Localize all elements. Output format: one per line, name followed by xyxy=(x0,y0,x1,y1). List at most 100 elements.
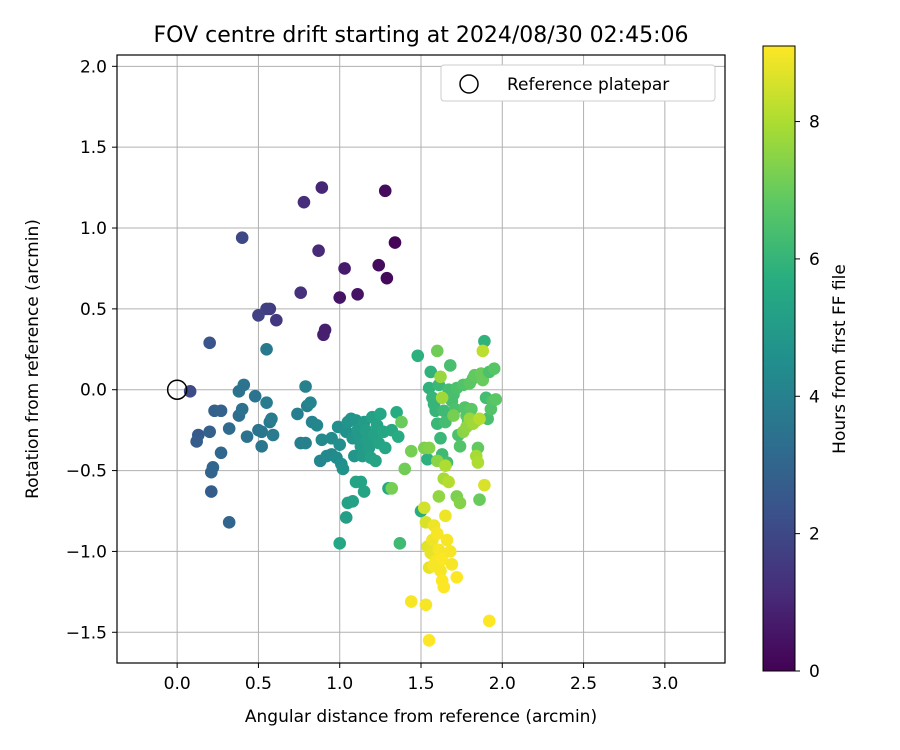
x-tick-label: 0.5 xyxy=(245,674,272,694)
data-point xyxy=(380,271,394,285)
y-tick-label: 0.5 xyxy=(80,300,107,320)
data-point xyxy=(204,485,218,498)
data-point xyxy=(404,595,418,608)
data-point xyxy=(333,537,347,550)
data-point xyxy=(390,406,403,419)
data-point xyxy=(374,407,387,421)
data-point xyxy=(315,433,329,447)
y-tick-label: −1.5 xyxy=(66,623,107,643)
y-axis-ticks: −1.5 −1.0 −0.5 0.0 0.5 1.0 1.5 2.0 xyxy=(66,57,117,643)
x-tick-label: 1.5 xyxy=(407,674,434,694)
data-point xyxy=(473,493,486,506)
data-point xyxy=(339,511,353,524)
data-point xyxy=(237,378,251,392)
data-point xyxy=(346,494,360,508)
data-point xyxy=(351,288,364,301)
data-point xyxy=(422,634,436,647)
data-point xyxy=(437,404,451,418)
data-point xyxy=(393,537,407,550)
data-point xyxy=(443,359,457,372)
data-point xyxy=(369,454,382,468)
data-point xyxy=(471,456,485,469)
data-point xyxy=(222,516,236,529)
data-point xyxy=(270,313,283,327)
data-point xyxy=(439,509,452,523)
data-point xyxy=(398,462,412,476)
data-point xyxy=(235,402,249,416)
data-point xyxy=(476,344,490,358)
data-point xyxy=(385,482,399,495)
data-point xyxy=(478,478,491,492)
x-tick-label: 1.0 xyxy=(326,674,353,694)
data-point xyxy=(489,393,503,406)
data-point xyxy=(255,425,268,439)
data-point xyxy=(354,475,368,489)
data-point xyxy=(291,407,304,421)
data-point xyxy=(424,365,438,379)
data-points xyxy=(183,181,503,647)
data-point xyxy=(255,440,268,453)
y-tick-label: 0.0 xyxy=(80,381,107,401)
y-tick-label: 1.5 xyxy=(80,138,107,158)
data-point xyxy=(432,490,446,503)
data-point xyxy=(447,409,460,422)
data-point xyxy=(427,559,441,573)
data-point xyxy=(203,425,216,439)
data-point xyxy=(299,380,312,393)
data-point xyxy=(432,543,446,557)
data-point xyxy=(430,527,444,540)
y-tick-label: −1.0 xyxy=(66,542,107,562)
data-point xyxy=(304,396,317,409)
data-point xyxy=(434,431,447,445)
data-point xyxy=(260,342,273,356)
chart-title: FOV centre drift starting at 2024/08/30 … xyxy=(154,23,689,48)
data-point xyxy=(235,231,249,245)
reference-marker xyxy=(166,379,188,400)
data-point xyxy=(422,381,436,395)
colorbar-tick-label: 2 xyxy=(809,525,820,545)
colorbar-tick-label: 8 xyxy=(809,113,820,133)
data-point xyxy=(299,436,312,450)
data-point xyxy=(478,334,491,348)
colorbar-tick-label: 4 xyxy=(809,387,820,407)
data-point xyxy=(240,430,254,443)
data-point xyxy=(435,574,449,587)
colorbar: 0 2 4 6 8 Hours from first FF file xyxy=(762,45,850,682)
data-point xyxy=(294,286,308,300)
data-point xyxy=(445,558,459,571)
grid-lines xyxy=(117,55,725,663)
data-point xyxy=(204,465,218,479)
y-axis-label: Rotation from reference (arcmin) xyxy=(23,219,43,499)
x-tick-label: 3.0 xyxy=(651,674,678,694)
data-point xyxy=(391,430,405,443)
x-axis-label: Angular distance from reference (arcmin) xyxy=(245,707,597,727)
colorbar-tick-label: 0 xyxy=(809,662,820,682)
data-point xyxy=(315,181,329,194)
data-point xyxy=(372,258,386,272)
data-point xyxy=(214,446,228,460)
data-point xyxy=(442,475,455,489)
data-point xyxy=(453,496,467,510)
data-point xyxy=(440,533,454,547)
colorbar-label: Hours from first FF file xyxy=(830,264,850,454)
data-point xyxy=(482,614,496,628)
data-point xyxy=(417,501,431,515)
x-tick-label: 2.5 xyxy=(570,674,597,694)
data-point xyxy=(336,462,350,476)
data-point xyxy=(419,598,433,612)
data-point xyxy=(411,349,425,363)
data-point xyxy=(404,444,418,458)
data-point xyxy=(378,184,392,198)
data-point xyxy=(378,441,392,455)
data-point xyxy=(310,418,324,432)
data-point xyxy=(248,389,262,403)
data-point xyxy=(190,435,203,448)
data-point xyxy=(357,485,371,498)
data-point xyxy=(422,441,436,455)
data-point xyxy=(214,404,228,418)
data-point xyxy=(453,440,467,453)
data-point xyxy=(362,441,376,455)
data-point xyxy=(222,422,236,435)
data-point xyxy=(266,428,280,442)
